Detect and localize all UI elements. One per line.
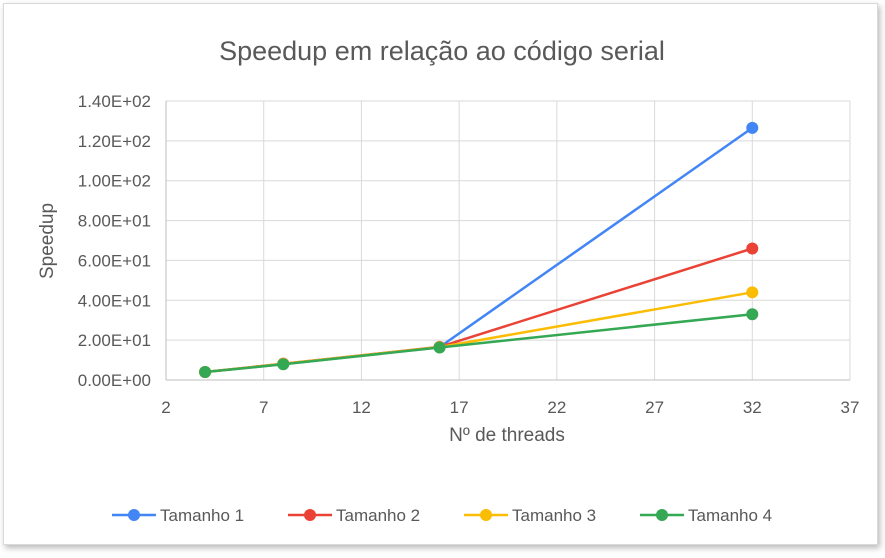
- y-tick-label: 1.00E+02: [78, 172, 151, 191]
- legend-marker: [480, 509, 492, 521]
- series-line: [204, 312, 753, 374]
- speedup-chart: Speedup em relação ao código serial 0.00…: [37, 36, 860, 525]
- grid-lines: [166, 100, 851, 380]
- data-point: [746, 286, 759, 299]
- x-tick-label: 32: [743, 398, 762, 417]
- y-tick-label: 0.00E+00: [78, 371, 151, 390]
- legend-label: Tamanho 3: [512, 506, 596, 525]
- chart-container: Speedup em relação ao código serial 0.00…: [3, 3, 878, 545]
- legend-label: Tamanho 4: [688, 506, 772, 525]
- y-tick-label: 8.00E+01: [78, 212, 151, 231]
- tick-labels: 0.00E+00 2.00E+01 4.00E+01 6.00E+01 8.00E+01…: [78, 92, 860, 417]
- legend-marker: [656, 509, 668, 521]
- data-series: [199, 121, 759, 379]
- data-point: [746, 308, 759, 321]
- x-tick-label: 2: [161, 398, 170, 417]
- data-point: [433, 341, 446, 354]
- x-tick-label: 17: [450, 398, 469, 417]
- x-tick-label: 37: [841, 398, 860, 417]
- legend-item-3: Tamanho 3: [464, 506, 596, 525]
- data-point: [199, 366, 212, 379]
- data-point: [277, 358, 290, 371]
- x-tick-label: 22: [547, 398, 566, 417]
- legend-marker: [128, 509, 140, 521]
- data-point: [746, 121, 759, 134]
- legend-item-2: Tamanho 2: [288, 506, 420, 525]
- x-tick-label: 7: [259, 398, 268, 417]
- x-tick-label: 27: [645, 398, 664, 417]
- legend-marker: [304, 509, 316, 521]
- y-tick-label: 1.40E+02: [78, 92, 151, 111]
- legend-label: Tamanho 2: [336, 506, 420, 525]
- y-tick-label: 6.00E+01: [78, 251, 151, 270]
- legend: Tamanho 1 Tamanho 2 Tamanho 3 Tamanho 4: [112, 506, 772, 525]
- legend-label: Tamanho 1: [160, 506, 244, 525]
- y-tick-label: 1.20E+02: [78, 132, 151, 151]
- legend-item-4: Tamanho 4: [640, 506, 772, 525]
- series-line: [204, 247, 753, 374]
- x-axis-title: Nº de threads: [449, 425, 565, 446]
- series-4: [199, 308, 759, 379]
- y-axis-title: Speedup: [37, 203, 58, 279]
- legend-item-1: Tamanho 1: [112, 506, 244, 525]
- y-tick-label: 2.00E+01: [78, 331, 151, 350]
- y-tick-label: 4.00E+01: [78, 291, 151, 310]
- axes: [165, 101, 850, 381]
- chart-title: Speedup em relação ao código serial: [219, 36, 665, 66]
- x-tick-label: 12: [352, 398, 371, 417]
- data-point: [746, 242, 759, 255]
- series-2: [199, 242, 759, 379]
